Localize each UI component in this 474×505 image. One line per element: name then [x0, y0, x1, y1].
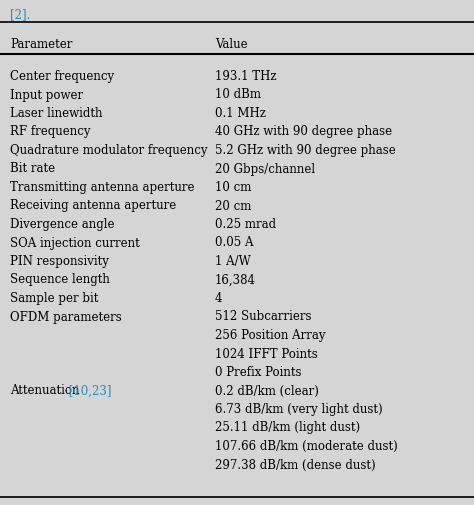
Text: 16,384: 16,384	[215, 274, 256, 286]
Text: 6.73 dB/km (very light dust): 6.73 dB/km (very light dust)	[215, 403, 383, 416]
Text: Attenuation: Attenuation	[10, 384, 80, 397]
Text: RF frequency: RF frequency	[10, 126, 91, 138]
Text: 20 Gbps/channel: 20 Gbps/channel	[215, 163, 315, 176]
Text: 20 cm: 20 cm	[215, 199, 251, 213]
Text: 25.11 dB/km (light dust): 25.11 dB/km (light dust)	[215, 422, 360, 434]
Text: 40 GHz with 90 degree phase: 40 GHz with 90 degree phase	[215, 126, 392, 138]
Text: 512 Subcarriers: 512 Subcarriers	[215, 311, 311, 324]
Text: 5.2 GHz with 90 degree phase: 5.2 GHz with 90 degree phase	[215, 144, 396, 157]
Text: [10,23]: [10,23]	[65, 384, 111, 397]
Text: 107.66 dB/km (moderate dust): 107.66 dB/km (moderate dust)	[215, 440, 398, 453]
Text: 1024 IFFT Points: 1024 IFFT Points	[215, 347, 318, 361]
Text: Value: Value	[215, 38, 247, 51]
Text: 256 Position Array: 256 Position Array	[215, 329, 326, 342]
Text: OFDM parameters: OFDM parameters	[10, 311, 122, 324]
Text: Transmitting antenna aperture: Transmitting antenna aperture	[10, 181, 194, 194]
Text: PIN responsivity: PIN responsivity	[10, 255, 109, 268]
Text: 0.2 dB/km (clear): 0.2 dB/km (clear)	[215, 384, 319, 397]
Text: 10 cm: 10 cm	[215, 181, 251, 194]
Text: Center frequency: Center frequency	[10, 70, 114, 83]
Text: Input power: Input power	[10, 88, 83, 102]
Text: Sample per bit: Sample per bit	[10, 292, 99, 305]
Text: [2].: [2].	[10, 8, 30, 21]
Text: SOA injection current: SOA injection current	[10, 236, 140, 249]
Text: 193.1 THz: 193.1 THz	[215, 70, 276, 83]
Text: 297.38 dB/km (dense dust): 297.38 dB/km (dense dust)	[215, 459, 375, 472]
Text: 0.05 A: 0.05 A	[215, 236, 254, 249]
Text: Receiving antenna aperture: Receiving antenna aperture	[10, 199, 176, 213]
Text: Bit rate: Bit rate	[10, 163, 55, 176]
Text: 0 Prefix Points: 0 Prefix Points	[215, 366, 301, 379]
Text: Sequence length: Sequence length	[10, 274, 110, 286]
Text: Parameter: Parameter	[10, 38, 73, 51]
Text: Laser linewidth: Laser linewidth	[10, 107, 102, 120]
Text: 0.25 mrad: 0.25 mrad	[215, 218, 276, 231]
Text: Divergence angle: Divergence angle	[10, 218, 115, 231]
Text: 1 A/W: 1 A/W	[215, 255, 251, 268]
Text: 0.1 MHz: 0.1 MHz	[215, 107, 266, 120]
Text: 10 dBm: 10 dBm	[215, 88, 261, 102]
Text: 4: 4	[215, 292, 222, 305]
Text: Quadrature modulator frequency: Quadrature modulator frequency	[10, 144, 208, 157]
